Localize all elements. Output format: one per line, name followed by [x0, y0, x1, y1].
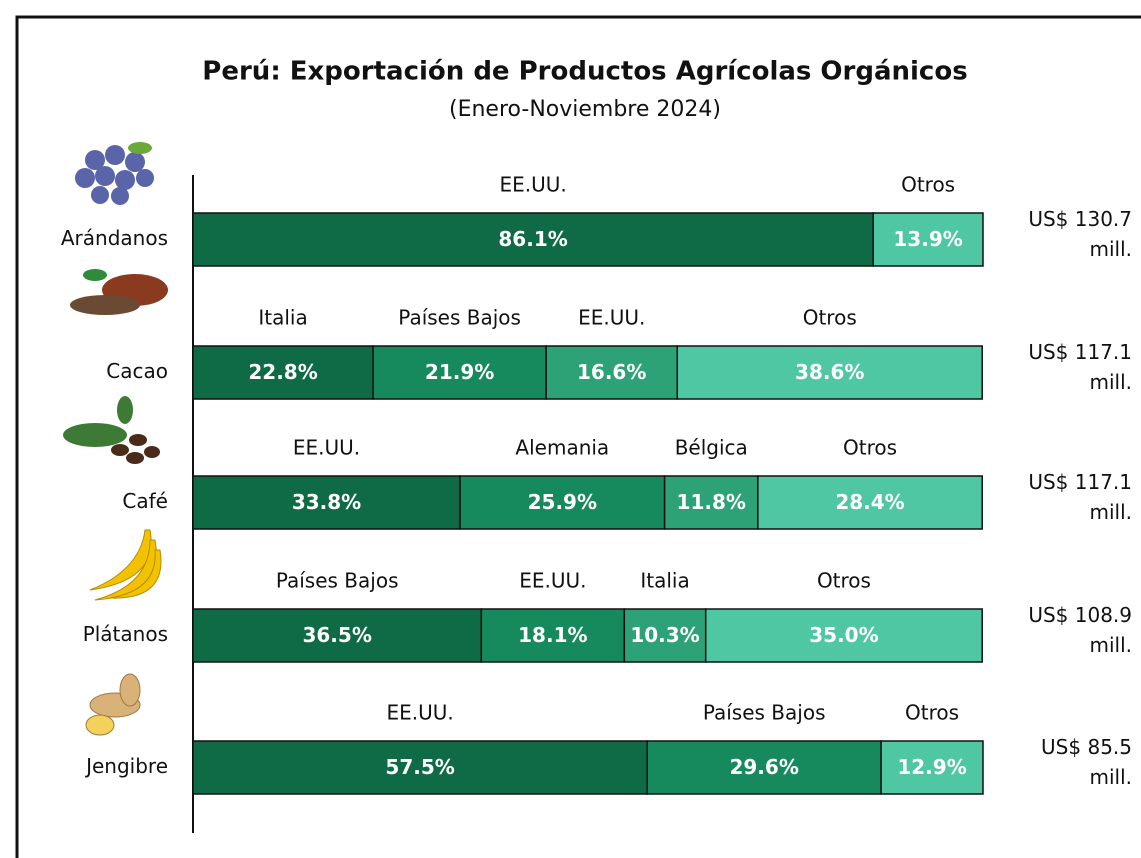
segment-label: 16.6% [577, 360, 646, 384]
segment-name: EE.UU. [293, 436, 360, 460]
row-label: Jengibre [84, 754, 168, 778]
blueberry-icon [75, 142, 154, 205]
segment-label: 12.9% [897, 755, 966, 779]
segment-name: Bélgica [675, 436, 748, 460]
segment-name: Otros [901, 173, 955, 197]
segment-name: EE.UU. [519, 569, 586, 593]
segment-label: 33.8% [292, 490, 361, 514]
segment-label: 10.3% [630, 623, 699, 647]
total-label: US$ 85.5 mill. [1027, 732, 1132, 792]
segment-label: 13.9% [893, 227, 962, 251]
segment-name: Alemania [515, 436, 609, 460]
row-label: Arándanos [61, 226, 168, 250]
segment-name: Otros [817, 569, 871, 593]
segment-label: 57.5% [385, 755, 454, 779]
segment-label: 21.9% [425, 360, 494, 384]
total-label: US$ 130.7 mill. [1027, 204, 1132, 264]
segment-label: 36.5% [302, 623, 371, 647]
chart-subtitle: (Enero-Noviembre 2024) [449, 97, 721, 122]
chart: Perú: Exportación de Productos Agrícolas… [0, 0, 1141, 858]
segment-label: 28.4% [835, 490, 904, 514]
row-label: Plátanos [83, 622, 168, 646]
segment-label: 22.8% [248, 360, 317, 384]
segment-name: Países Bajos [276, 569, 399, 593]
segment-label: 38.6% [795, 360, 864, 384]
segment-label: 11.8% [677, 490, 746, 514]
segment-name: EE.UU. [578, 306, 645, 330]
segment-name: Italia [640, 569, 689, 593]
segment-label: 86.1% [498, 227, 567, 251]
segment-name: Otros [803, 306, 857, 330]
page: Perú: Exportación de Productos Agrícolas… [0, 0, 1141, 858]
row-label: Café [122, 489, 168, 513]
segment-name: Italia [258, 306, 307, 330]
segment-name: Países Bajos [398, 306, 521, 330]
segment-label: 35.0% [809, 623, 878, 647]
segment-label: 18.1% [518, 623, 587, 647]
segment-name: EE.UU. [499, 173, 566, 197]
segment-name: Países Bajos [703, 701, 826, 725]
segment-label: 29.6% [729, 755, 798, 779]
segment-name: Otros [843, 436, 897, 460]
total-label: US$ 117.1 mill. [1027, 467, 1132, 527]
row-label: Cacao [106, 359, 168, 383]
ginger-icon [86, 674, 140, 735]
chart-title: Perú: Exportación de Productos Agrícolas… [202, 57, 967, 87]
segment-name: Otros [905, 701, 959, 725]
cacao-icon [70, 269, 168, 315]
total-label: US$ 108.9 mill. [1027, 600, 1132, 660]
coffee-icon [63, 396, 160, 464]
segment-label: 25.9% [528, 490, 597, 514]
banana-icon [90, 530, 161, 600]
total-label: US$ 117.1 mill. [1027, 337, 1132, 397]
segment-name: EE.UU. [386, 701, 453, 725]
